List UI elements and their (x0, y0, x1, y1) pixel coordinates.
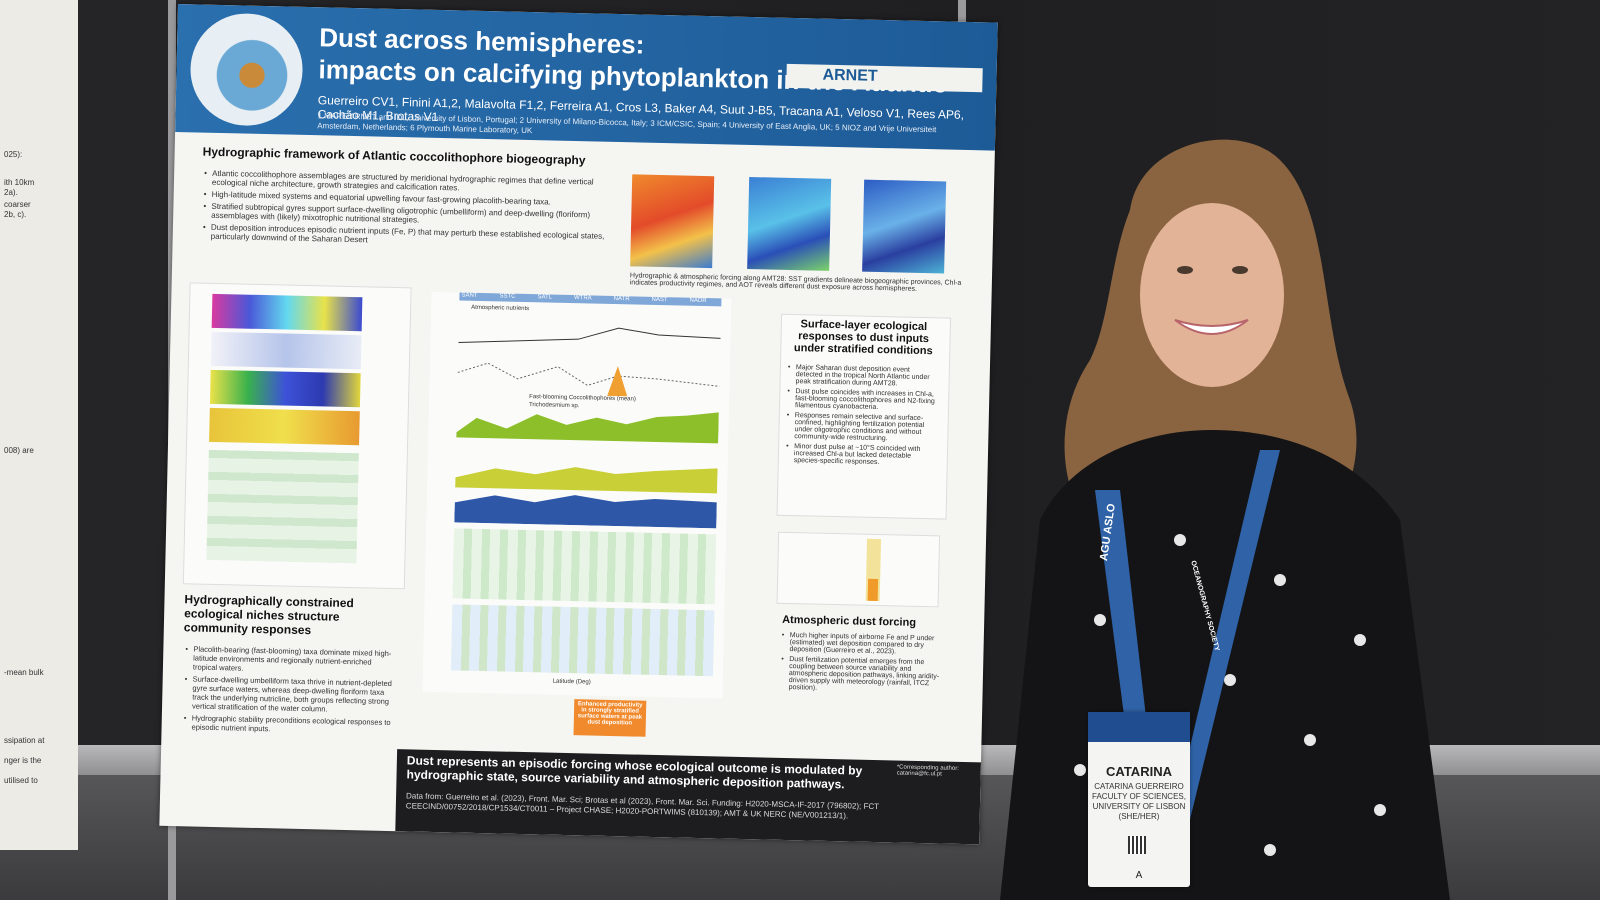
section3-bullet: Placolith-bearing (fast-blooming) taxa d… (185, 644, 396, 676)
left-poster-line: ssipation at (4, 736, 45, 745)
badge-header (1088, 712, 1190, 742)
left-poster-line: -mean bulk (4, 668, 44, 677)
globe-map-image (189, 12, 304, 127)
section2-bullet: Minor dust pulse at ~10°S coincided with… (786, 443, 936, 467)
poster-title-line1: Dust across hemispheres: (318, 22, 645, 60)
latitude-axis-label: Latitude (Deg) (552, 678, 591, 686)
lanyard-strap (1168, 450, 1280, 840)
left-poster-line: coarser (4, 200, 31, 209)
poster-footer: Dust represents an episodic forcing whos… (395, 749, 982, 845)
section4-bullet: Much higher inputs of airborne Fe and P … (781, 632, 941, 657)
section4-bullet: Dust fertilization potential emerges fro… (781, 656, 942, 695)
name-badge: CATARINA CATARINA GUERREIRO FACULTY OF S… (1088, 712, 1190, 887)
poster-header: Dust across hemispheres: impacts on calc… (175, 4, 998, 151)
section4-bullets: Much higher inputs of airborne Fe and P … (781, 632, 942, 698)
section3-bullets: Placolith-bearing (fast-blooming) taxa d… (183, 644, 395, 739)
footer-contact: *Corresponding author: catarina@fc.ul.pt (896, 764, 959, 778)
badge-letter: A (1135, 870, 1143, 881)
profile-panel (210, 331, 362, 370)
presenter-person (1000, 139, 1450, 900)
section3-bullet: Hydrographic stability preconditions eco… (184, 713, 394, 736)
badge-name: CATARINA (1106, 764, 1172, 779)
section4-title: Atmospheric dust forcing (782, 613, 917, 629)
left-poster-line: 2b, c). (4, 210, 27, 219)
dust-event-peak (867, 578, 879, 602)
section2-title: Surface-layer ecological responses to du… (793, 318, 933, 358)
left-poster-line: ith 10km (4, 178, 35, 187)
province-label: NADR (689, 297, 707, 305)
section1-bullets: Atlantic coccolithophore assemblages are… (203, 169, 625, 254)
highlight-box: Enhanced productivity in strongly strati… (573, 699, 647, 737)
profile-panel (209, 369, 361, 408)
abundance-section-1 (452, 528, 717, 605)
left-poster-line: 2a). (4, 188, 18, 197)
section1-title: Hydrographic framework of Atlantic cocco… (202, 144, 586, 168)
aot-map (862, 179, 947, 274)
left-poster-line: nger is the (4, 756, 42, 765)
presenter-face (1140, 203, 1284, 387)
section2-bullet: Dust pulse coincides with increases in C… (787, 388, 937, 412)
left-poster-line: utilised to (4, 776, 38, 785)
footer-data-sources: Data from: Guerreiro et al. (2023), Fron… (405, 791, 880, 821)
sst-map (630, 174, 715, 269)
province-label: NAST (651, 296, 668, 304)
arnet-logo: ARNET (822, 66, 878, 85)
transect-lines (454, 327, 721, 529)
coccolith-distribution-panel (206, 449, 359, 564)
province-label: NATR (613, 295, 630, 303)
footer-statement: Dust represents an episodic forcing whos… (406, 753, 863, 792)
province-label: SANT (461, 292, 478, 299)
chl-map (747, 177, 832, 271)
profile-panel (211, 293, 363, 332)
maps-caption: Hydrographic & atmospheric forcing along… (629, 272, 962, 293)
province-label: SATL (537, 294, 553, 301)
depth-profiles-figure (182, 282, 412, 590)
profile-panel (209, 407, 360, 446)
section3-bullet: Surface-dwelling umbelliform taxa thrive… (184, 674, 395, 715)
province-label: WTRA (573, 295, 592, 302)
dust-forcing-figure (776, 531, 941, 608)
abundance-section-2 (450, 604, 715, 677)
latitudinal-transect-figure: SANT SSTC SATL WTRA NATR NAST NADR Atmos… (422, 291, 732, 699)
qr-code-icon (1128, 836, 1146, 854)
presenter-smile (1174, 319, 1249, 335)
left-neighbour-poster: 025): ith 10km 2a). coarser 2b, c). 008)… (0, 0, 78, 850)
left-poster-line: 008) are (4, 446, 34, 455)
science-poster: Dust across hemispheres: impacts on calc… (159, 4, 998, 845)
section2-bullet: Responses remain selective and surface-c… (786, 412, 937, 443)
section3-title: Hydrographically constrained ecological … (183, 592, 355, 638)
partner-logos: ARNET (786, 63, 983, 93)
section2-bullet: Major Saharan dust deposition event dete… (788, 364, 938, 388)
province-label: SSTC (499, 293, 516, 300)
badge-info: CATARINA GUERREIRO FACULTY OF SCIENCES, … (1092, 782, 1186, 821)
tricho-label: Trichodesmium sp. (528, 402, 580, 410)
section2-bullets: Major Saharan dust deposition event dete… (786, 364, 938, 470)
left-poster-line: 025): (4, 150, 23, 159)
